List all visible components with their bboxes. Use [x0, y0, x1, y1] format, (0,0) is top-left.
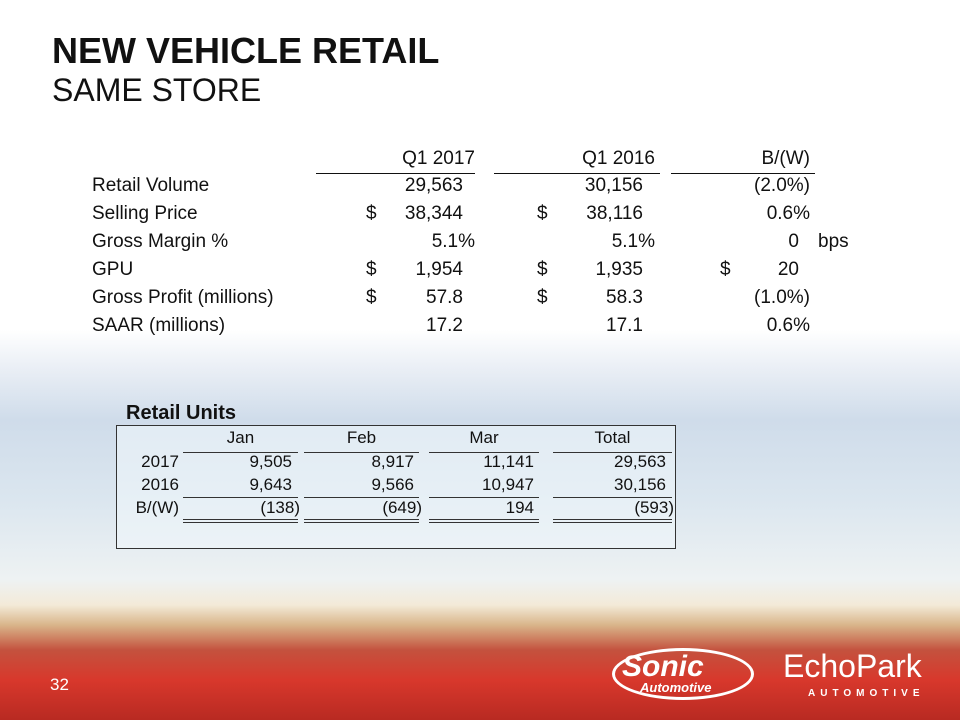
q1-2017-value: 17.2	[426, 315, 463, 336]
row-label: SAAR (millions)	[92, 315, 226, 336]
dollar-sign: $	[720, 259, 731, 280]
logo-subtext: Automotive	[640, 680, 712, 695]
table-rule	[494, 173, 660, 174]
row-label: GPU	[92, 259, 134, 280]
bw-value: 20	[777, 259, 799, 280]
cell-value: 30,156	[614, 475, 666, 494]
dollar-sign: $	[366, 287, 377, 308]
unit-label: bps	[818, 231, 849, 252]
table-rule	[183, 519, 298, 523]
slide-subtitle: SAME STORE	[52, 72, 262, 108]
column-header: Q1 2017	[402, 148, 475, 169]
cell-value: 8,917	[371, 452, 414, 471]
table-rule	[429, 497, 539, 498]
row-label: 2017	[141, 452, 179, 471]
echopark-subtext: AUTOMOTIVE	[808, 688, 925, 699]
dollar-sign: $	[537, 259, 548, 280]
bw-value: 0	[788, 231, 799, 252]
table-rule	[553, 519, 672, 523]
row-label: Retail Volume	[92, 175, 210, 196]
q1-2016-value: 17.1	[606, 315, 643, 336]
bw-value: 0.6%	[766, 203, 810, 224]
echopark-logo: EchoPark	[783, 648, 922, 684]
table-rule	[304, 452, 419, 453]
row-label: B/(W)	[135, 498, 179, 517]
page-number: 32	[50, 675, 69, 694]
logo-text: Sonic	[622, 650, 704, 683]
q1-2016-value: 58.3	[606, 287, 643, 308]
cell-value: (593)	[634, 498, 674, 517]
bw-value: (2.0%)	[754, 175, 810, 196]
table-rule	[553, 497, 672, 498]
column-header: Jan	[226, 428, 255, 447]
q1-2016-value: 1,935	[595, 259, 643, 280]
retail-units-box	[116, 425, 676, 549]
table-rule	[316, 173, 475, 174]
cell-value: 9,566	[371, 475, 414, 494]
cell-value: (138)	[260, 498, 300, 517]
cell-value: 11,141	[483, 452, 534, 471]
table-rule	[671, 173, 815, 174]
bw-value: 0.6%	[766, 315, 810, 336]
q1-2016-value: 38,116	[586, 203, 643, 224]
table-rule	[183, 497, 298, 498]
dollar-sign: $	[537, 203, 548, 224]
column-header: Feb	[346, 428, 377, 447]
q1-2017-value: 1,954	[415, 259, 463, 280]
cell-value: 194	[505, 498, 534, 517]
row-label: Gross Margin %	[92, 231, 229, 252]
cell-value: 9,643	[249, 475, 292, 494]
row-label: Selling Price	[92, 203, 198, 224]
dollar-sign: $	[366, 203, 377, 224]
q1-2016-value: 5.1%	[611, 231, 655, 252]
q1-2017-value: 38,344	[404, 203, 463, 224]
table-rule	[304, 519, 419, 523]
table-rule	[553, 452, 672, 453]
q1-2017-value: 5.1%	[431, 231, 475, 252]
slide-title: NEW VEHICLE RETAIL	[52, 30, 440, 71]
sonic-automotive-logo: Sonic Automotive	[612, 648, 754, 700]
bw-value: (1.0%)	[754, 287, 810, 308]
row-label: 2016	[141, 475, 179, 494]
retail-units-title: Retail Units	[126, 402, 237, 424]
table-rule	[429, 452, 539, 453]
q1-2016-value: 30,156	[584, 175, 643, 196]
logo-ellipse	[612, 648, 754, 700]
table-rule	[304, 497, 419, 498]
dollar-sign: $	[366, 259, 377, 280]
q1-2017-value: 29,563	[404, 175, 463, 196]
table-rule	[429, 519, 539, 523]
cell-value: 10,947	[482, 475, 534, 494]
dollar-sign: $	[537, 287, 548, 308]
q1-2017-value: 57.8	[426, 287, 463, 308]
cell-value: 29,563	[614, 452, 666, 471]
table-rule	[183, 452, 298, 453]
cell-value: (649)	[382, 498, 422, 517]
column-header: B/(W)	[761, 148, 810, 169]
column-header: Total	[594, 428, 631, 447]
column-header: Mar	[469, 428, 499, 447]
cell-value: 9,505	[249, 452, 292, 471]
row-label: Gross Profit (millions)	[92, 287, 274, 308]
column-header: Q1 2016	[582, 148, 655, 169]
